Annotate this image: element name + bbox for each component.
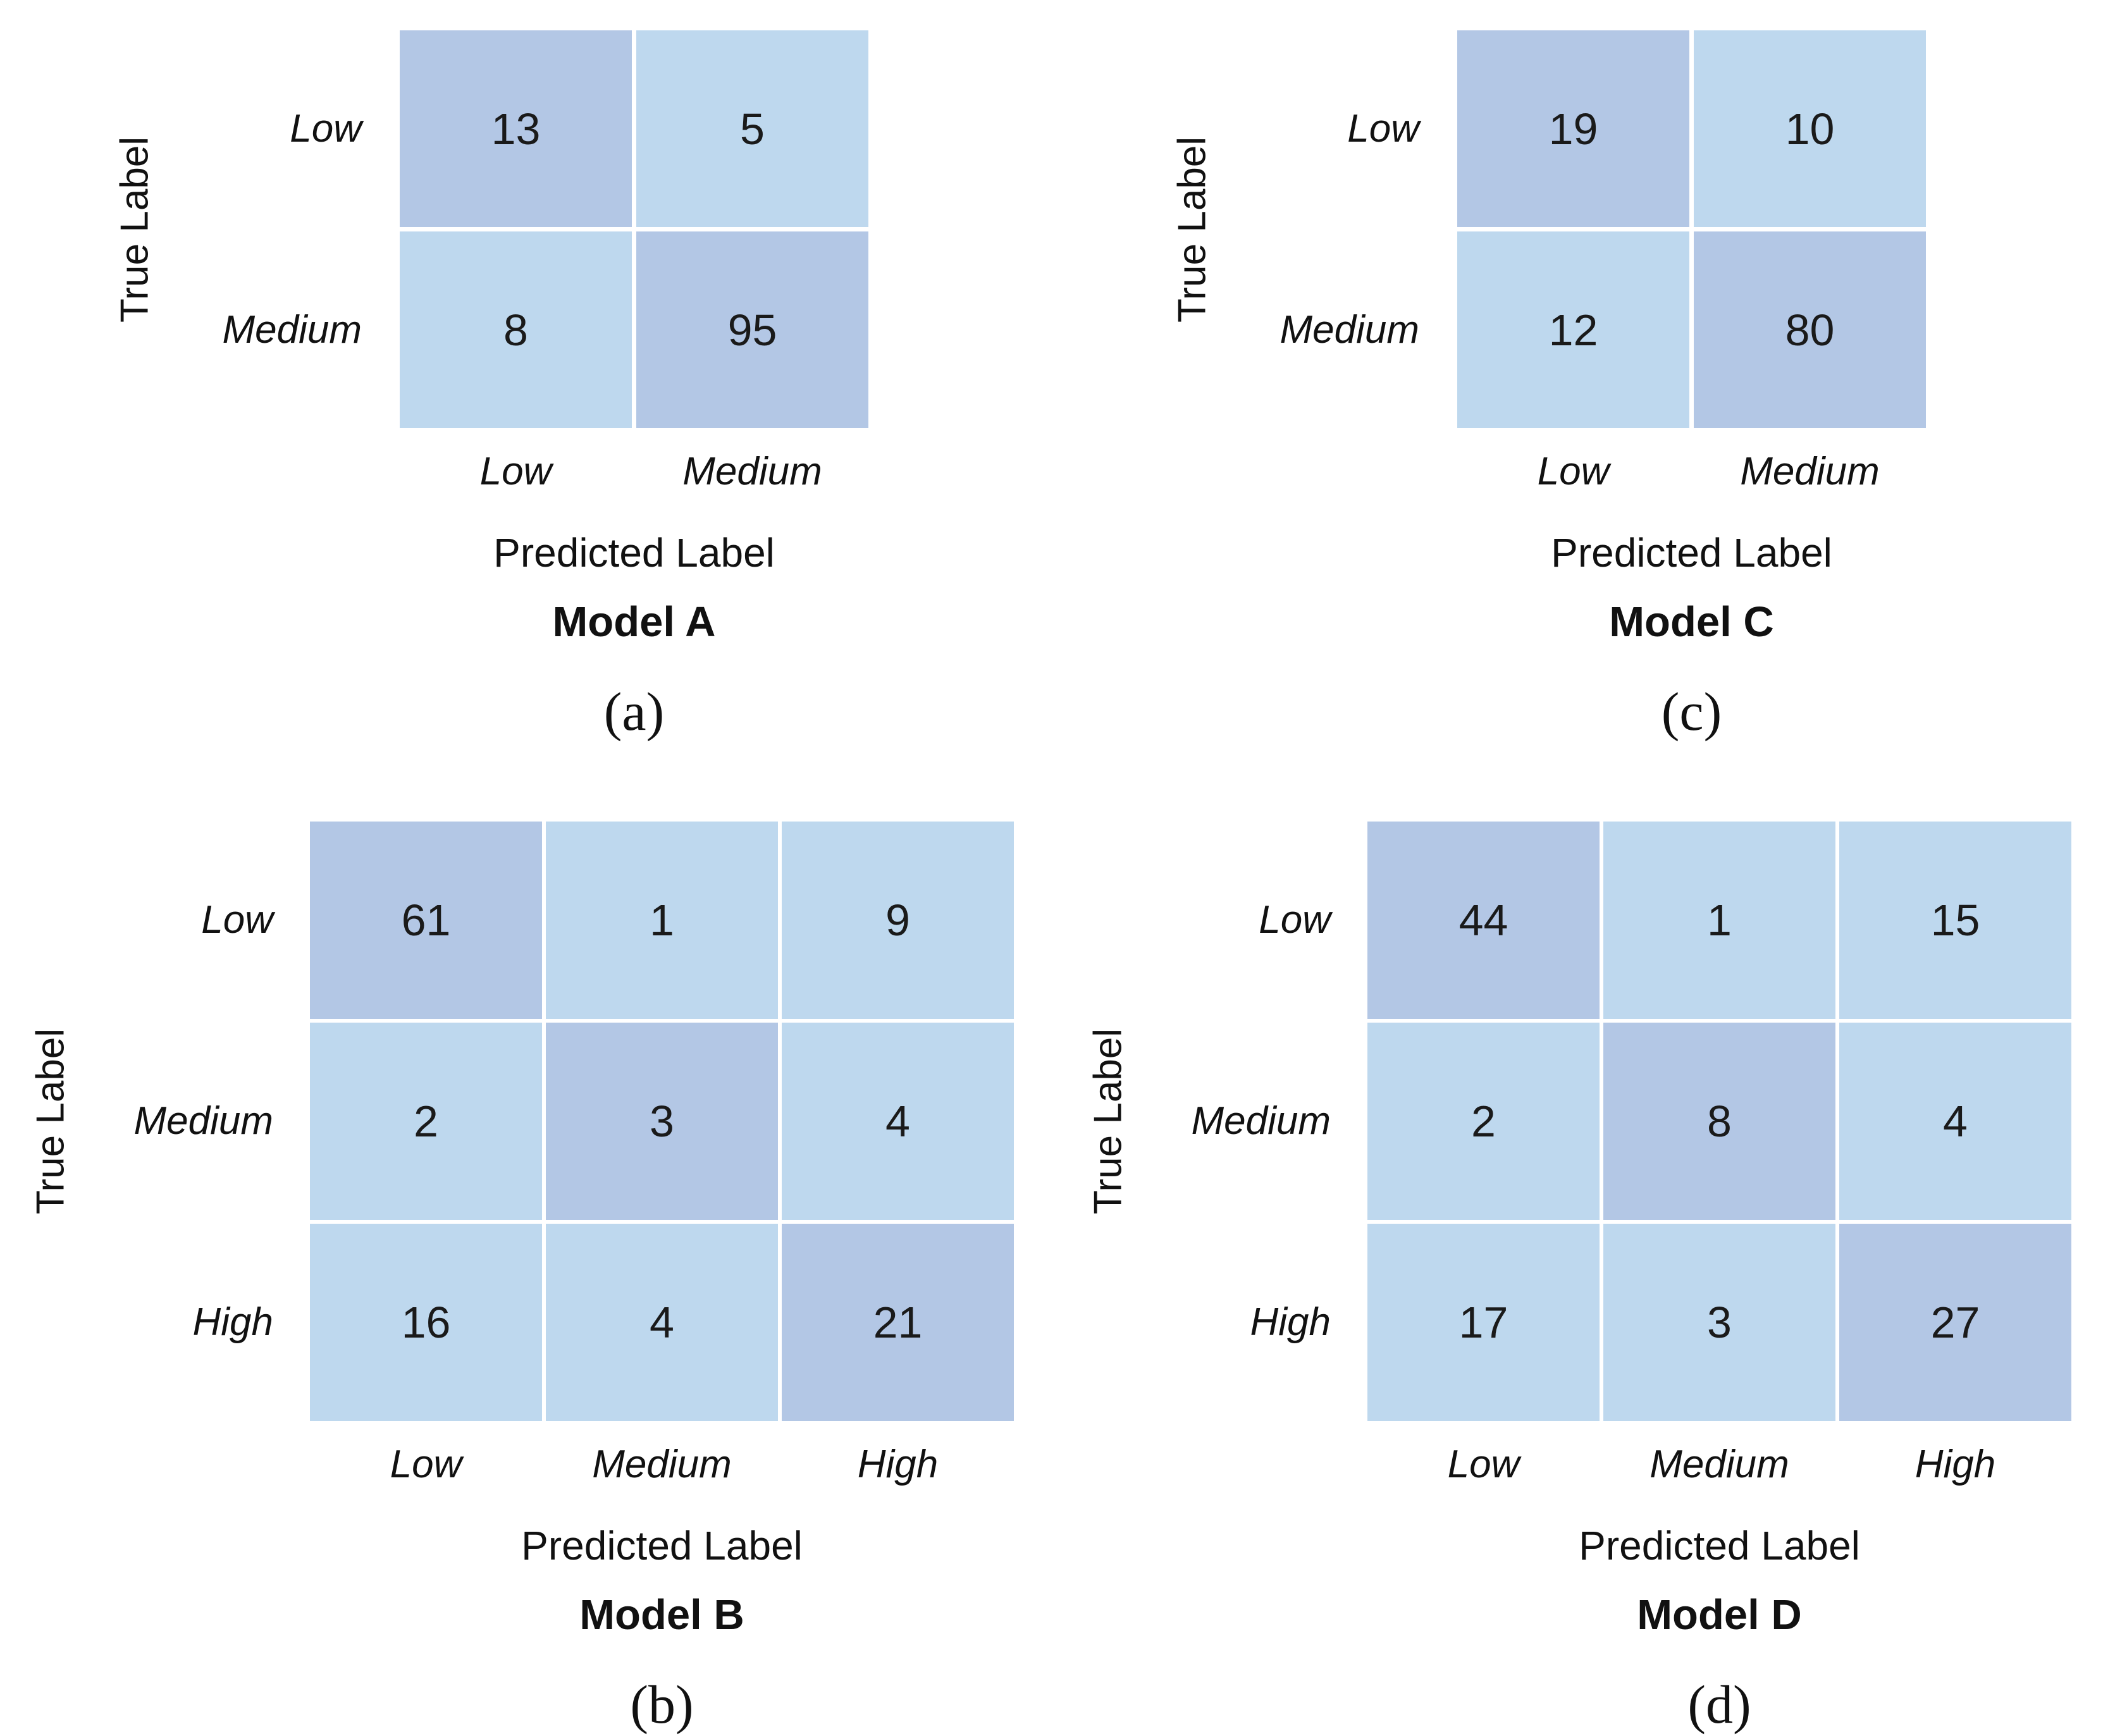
row-label-medium: Medium <box>133 1099 273 1143</box>
matrix-cell: 21 <box>782 1224 1014 1421</box>
confusion-matrix-panel-d: True Label Low Medium High 44 1 15 2 8 4… <box>1058 759 2115 1735</box>
matrix-cell: 2 <box>310 1023 542 1220</box>
row-label-high: High <box>1250 1300 1331 1344</box>
matrix-cell: 3 <box>546 1023 778 1220</box>
matrix-cell: 1 <box>546 822 778 1019</box>
matrix-cell: 5 <box>636 30 868 227</box>
row-label-low: Low <box>290 106 362 151</box>
row-label-low: Low <box>201 898 273 942</box>
x-tick-medium: Medium <box>592 1443 732 1486</box>
row-label-low: Low <box>1259 898 1331 942</box>
heatmap-grid: 13 5 8 95 <box>400 30 868 428</box>
x-tick-medium: Medium <box>1649 1443 1789 1486</box>
matrix-cell: 27 <box>1839 1224 2071 1421</box>
matrix-cell: 2 <box>1367 1023 1600 1220</box>
x-tick-labels: Low Medium High <box>310 1443 1014 1486</box>
x-tick-labels: Low Medium <box>400 450 868 493</box>
matrix-cell: 80 <box>1694 231 1926 428</box>
x-tick-low: Low <box>479 450 552 493</box>
matrix-cell: 15 <box>1839 822 2071 1019</box>
y-axis-label: True Label <box>1170 136 1214 323</box>
row-label-medium: Medium <box>222 307 362 352</box>
subfigure-caption: (c) <box>1661 681 1722 742</box>
subfigure-caption: (b) <box>630 1674 694 1735</box>
x-tick-low: Low <box>390 1443 462 1486</box>
x-tick-high: High <box>857 1443 939 1486</box>
matrix-cell: 95 <box>636 231 868 428</box>
confusion-matrix-panel-b: True Label Low Medium High 61 1 9 2 3 4 … <box>0 759 1058 1735</box>
heatmap-grid: 44 1 15 2 8 4 17 3 27 <box>1367 822 2071 1421</box>
matrix-cell: 4 <box>782 1023 1014 1220</box>
matrix-cell: 8 <box>1603 1023 1835 1220</box>
model-title: Model A <box>552 598 716 646</box>
x-tick-labels: Low Medium High <box>1367 1443 2071 1486</box>
matrix-cell: 4 <box>546 1224 778 1421</box>
matrix-cell: 17 <box>1367 1224 1600 1421</box>
confusion-matrix-panel-a: True Label Low Medium 13 5 8 95 Low Medi… <box>0 0 1058 759</box>
heatmap-grid: 61 1 9 2 3 4 16 4 21 <box>310 822 1014 1421</box>
x-axis-label: Predicted Label <box>1579 1523 1860 1568</box>
matrix-cell: 44 <box>1367 822 1600 1019</box>
y-axis-label: True Label <box>113 136 157 323</box>
matrix-cell: 10 <box>1694 30 1926 227</box>
subfigure-caption: (a) <box>603 681 665 742</box>
row-label-high: High <box>192 1300 273 1344</box>
matrix-cell: 19 <box>1457 30 1689 227</box>
confusion-matrix-panel-c: True Label Low Medium 19 10 12 80 Low Me… <box>1058 0 2115 759</box>
x-axis-label: Predicted Label <box>521 1523 803 1568</box>
matrix-cell: 8 <box>400 231 632 428</box>
matrix-cell: 16 <box>310 1224 542 1421</box>
matrix-cell: 13 <box>400 30 632 227</box>
x-tick-low: Low <box>1537 450 1610 493</box>
matrix-cell: 4 <box>1839 1023 2071 1220</box>
x-tick-medium: Medium <box>1740 450 1880 493</box>
row-label-medium: Medium <box>1191 1099 1331 1143</box>
row-label-medium: Medium <box>1279 307 1419 352</box>
matrix-cell: 3 <box>1603 1224 1835 1421</box>
matrix-cell: 9 <box>782 822 1014 1019</box>
x-tick-labels: Low Medium <box>1457 450 1926 493</box>
matrix-cell: 61 <box>310 822 542 1019</box>
model-title: Model D <box>1637 1591 1802 1639</box>
x-tick-low: Low <box>1447 1443 1520 1486</box>
x-tick-medium: Medium <box>682 450 822 493</box>
model-title: Model B <box>579 1591 744 1639</box>
x-axis-label: Predicted Label <box>1551 530 1832 576</box>
model-title: Model C <box>1609 598 1774 646</box>
x-tick-high: High <box>1915 1443 1996 1486</box>
matrix-cell: 1 <box>1603 822 1835 1019</box>
x-axis-label: Predicted Label <box>493 530 775 576</box>
matrix-cell: 12 <box>1457 231 1689 428</box>
heatmap-grid: 19 10 12 80 <box>1457 30 1926 428</box>
row-label-low: Low <box>1347 106 1419 151</box>
subfigure-caption: (d) <box>1687 1674 1751 1735</box>
